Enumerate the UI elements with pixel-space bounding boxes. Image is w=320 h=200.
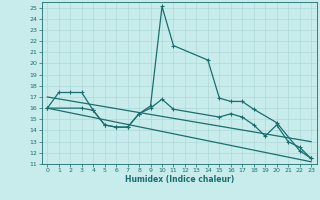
- X-axis label: Humidex (Indice chaleur): Humidex (Indice chaleur): [124, 175, 234, 184]
